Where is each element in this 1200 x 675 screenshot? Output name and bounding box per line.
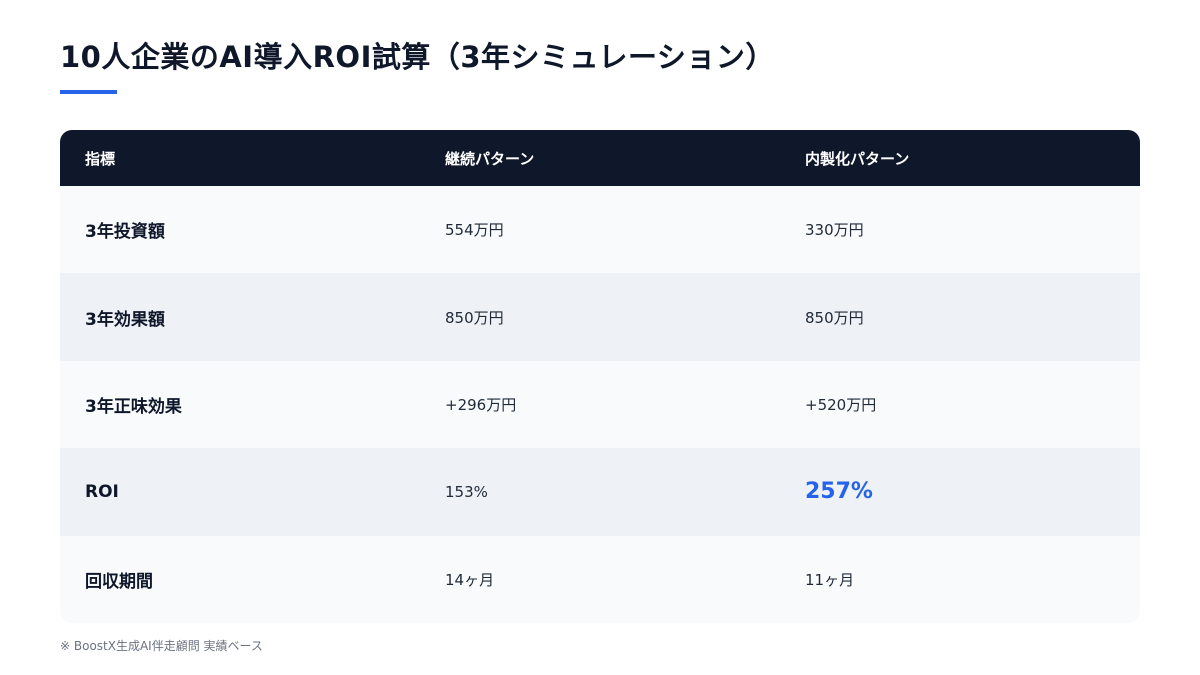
inhouse-value: 11ヶ月 bbox=[805, 570, 855, 589]
table-row: 3年正味効果 +296万円 +520万円 bbox=[60, 360, 1140, 449]
row-label: 3年正味効果 bbox=[85, 396, 182, 417]
inhouse-value: 850万円 bbox=[805, 308, 864, 327]
table-row: 3年効果額 850万円 850万円 bbox=[60, 273, 1140, 361]
continuation-value: +296万円 bbox=[445, 395, 517, 414]
roi-comparison-table: 指標 継続パターン 内製化パターン 3年投資額 554万円 330万円 3年効果… bbox=[60, 130, 1140, 623]
continuation-value: 554万円 bbox=[445, 221, 504, 240]
row-label: 3年効果額 bbox=[85, 309, 165, 330]
table-header-row: 指標 継続パターン 内製化パターン bbox=[60, 130, 1140, 186]
row-label: 3年投資額 bbox=[85, 222, 165, 243]
header-metric: 指標 bbox=[85, 149, 116, 168]
continuation-value: 153% bbox=[445, 482, 488, 501]
inhouse-roi-highlight: 257% bbox=[805, 479, 873, 505]
continuation-value: 850万円 bbox=[445, 308, 504, 327]
inhouse-value: +520万円 bbox=[805, 395, 877, 414]
table-row: 回収期間 14ヶ月 11ヶ月 bbox=[60, 535, 1140, 623]
row-label: ROI bbox=[85, 481, 119, 502]
row-label: 回収期間 bbox=[85, 571, 153, 592]
page-title: 10人企業のAI導入ROI試算（3年シミュレーション） bbox=[60, 40, 775, 74]
title-accent-underline bbox=[60, 90, 117, 94]
table-row: ROI 153% 257% bbox=[60, 448, 1140, 536]
header-inhouse-pattern: 内製化パターン bbox=[805, 149, 910, 168]
header-continuation-pattern: 継続パターン bbox=[445, 149, 535, 168]
continuation-value: 14ヶ月 bbox=[445, 570, 495, 589]
inhouse-value: 330万円 bbox=[805, 221, 864, 240]
source-footnote: ※ BoostX生成AI伴走顧問 実績ベース bbox=[60, 639, 263, 653]
table-row: 3年投資額 554万円 330万円 bbox=[60, 186, 1140, 274]
